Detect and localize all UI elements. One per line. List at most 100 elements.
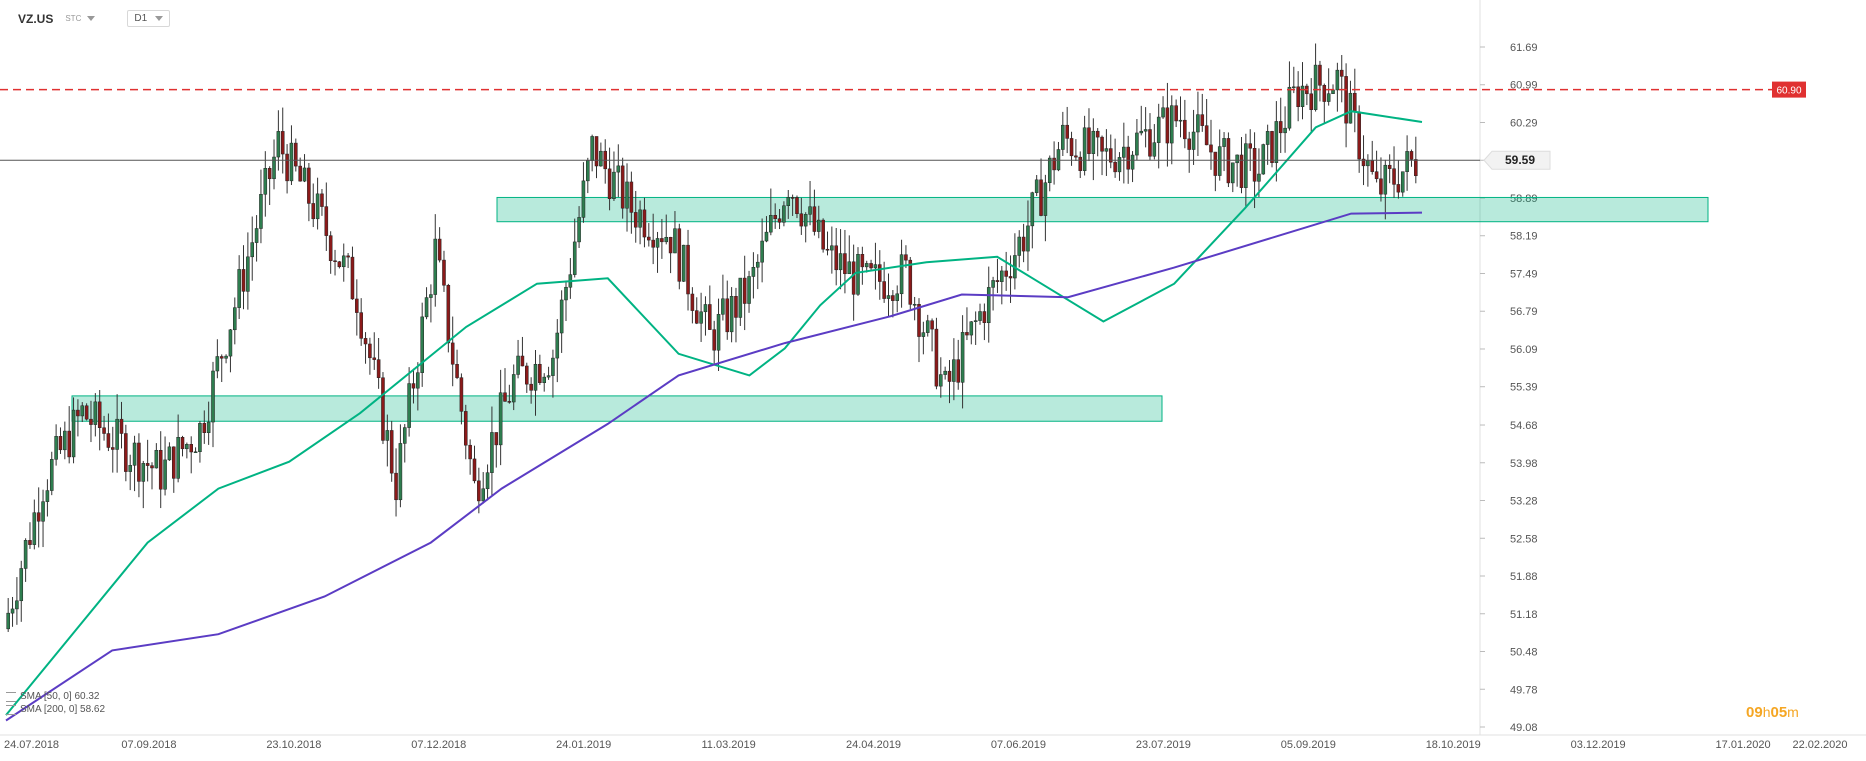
- candle-body: [333, 260, 337, 262]
- candle-body: [838, 253, 843, 271]
- candle-body: [254, 228, 259, 243]
- candle-body: [145, 463, 150, 466]
- candle-body: [625, 181, 629, 209]
- timeframe-dropdown[interactable]: D1: [127, 10, 171, 27]
- candle-body: [1370, 160, 1375, 172]
- legend-item-sma200[interactable]: SMA [200, 0] 58.62: [6, 703, 105, 716]
- candle-body: [385, 430, 390, 441]
- candle-body: [1087, 127, 1091, 154]
- candle-body: [668, 236, 673, 254]
- chevron-down-icon: [87, 16, 96, 21]
- candle-body: [1052, 157, 1056, 171]
- candle-body: [294, 142, 298, 167]
- candle-body: [755, 261, 760, 268]
- candle-body: [1196, 114, 1200, 133]
- candle-body: [878, 264, 882, 282]
- price-tick-label: 61.69: [1510, 42, 1538, 54]
- candle-body: [1152, 142, 1157, 157]
- candle-body: [246, 256, 250, 292]
- candle-body: [725, 298, 730, 333]
- candle-body: [1339, 69, 1344, 77]
- candle-body: [1353, 92, 1357, 113]
- candle-body: [1248, 143, 1252, 149]
- candle-body: [485, 472, 490, 490]
- candle-countdown: 09h05m: [1746, 704, 1799, 721]
- candle-body: [612, 171, 616, 199]
- candle-body: [891, 295, 895, 301]
- symbol-sub-dropdown[interactable]: STC: [65, 14, 96, 23]
- candle-body: [538, 363, 542, 384]
- candle-body: [1400, 171, 1405, 193]
- candle-body: [599, 150, 603, 167]
- price-tick-label: 58.89: [1510, 193, 1538, 205]
- date-tick-label: 22.02.2020: [1792, 739, 1847, 751]
- candle-body: [215, 356, 220, 372]
- candle-body: [991, 280, 995, 288]
- candle-body: [1222, 138, 1226, 147]
- candle-body: [1313, 64, 1318, 110]
- candle-body: [651, 239, 655, 248]
- candle-body: [1056, 149, 1061, 171]
- price-tick-label: 58.19: [1510, 231, 1538, 243]
- candle-body: [67, 430, 71, 458]
- candle-body: [1300, 85, 1305, 107]
- candle-body: [76, 409, 80, 417]
- candle-body: [1392, 168, 1396, 185]
- candle-body: [1326, 93, 1331, 102]
- candle-body: [1348, 92, 1353, 124]
- candle-body: [1396, 184, 1401, 193]
- candle-body: [769, 215, 773, 233]
- candle-body: [995, 280, 1000, 282]
- candle-body: [773, 215, 777, 219]
- price-tick-label: 55.39: [1510, 382, 1538, 394]
- candle-body: [1405, 151, 1409, 172]
- candle-body: [712, 329, 716, 351]
- candle-body: [1130, 154, 1135, 170]
- candle-body: [795, 197, 799, 214]
- candle-body: [1021, 236, 1026, 252]
- candle-body: [407, 383, 411, 428]
- candle-body: [1213, 151, 1218, 176]
- candle-body: [1331, 89, 1335, 94]
- candle-body: [267, 168, 272, 180]
- candle-body: [198, 423, 202, 453]
- candle-body: [930, 320, 934, 330]
- candle-body: [978, 311, 982, 321]
- indicator-settings-icon[interactable]: [6, 704, 16, 715]
- candle-body: [442, 259, 446, 286]
- candle-body: [211, 370, 215, 423]
- candle-body: [777, 218, 782, 223]
- candle-body: [895, 293, 899, 301]
- candle-body: [1008, 276, 1013, 279]
- candle-body: [760, 240, 764, 263]
- candle-body: [629, 181, 634, 213]
- indicator-settings-icon[interactable]: [6, 691, 16, 702]
- symbol-label: VZ.US: [18, 11, 54, 26]
- candle-body: [982, 311, 987, 324]
- legend-item-sma50[interactable]: SMA [50, 0] 60.32: [6, 690, 105, 703]
- candle-body: [1265, 131, 1270, 145]
- price-tick-label: 49.08: [1510, 722, 1538, 734]
- candle-body: [716, 314, 721, 351]
- candle-body: [115, 418, 119, 450]
- candle-body: [363, 338, 368, 345]
- date-tick-label: 07.09.2018: [121, 739, 176, 751]
- candle-body: [80, 405, 85, 417]
- candle-body: [150, 465, 154, 469]
- candle-body: [1361, 158, 1366, 167]
- candle-body: [429, 294, 433, 298]
- candle-body: [23, 540, 28, 569]
- candle-body: [1156, 116, 1161, 143]
- candle-body: [36, 512, 41, 522]
- candle-body: [939, 374, 943, 387]
- candle-body: [525, 365, 529, 385]
- date-tick-label: 24.01.2019: [556, 739, 611, 751]
- candle-body: [594, 136, 599, 167]
- candle-body: [263, 168, 268, 195]
- candle-body: [516, 355, 520, 375]
- candle-body: [167, 446, 172, 461]
- candle-body: [1257, 173, 1261, 182]
- candle-body: [742, 277, 747, 304]
